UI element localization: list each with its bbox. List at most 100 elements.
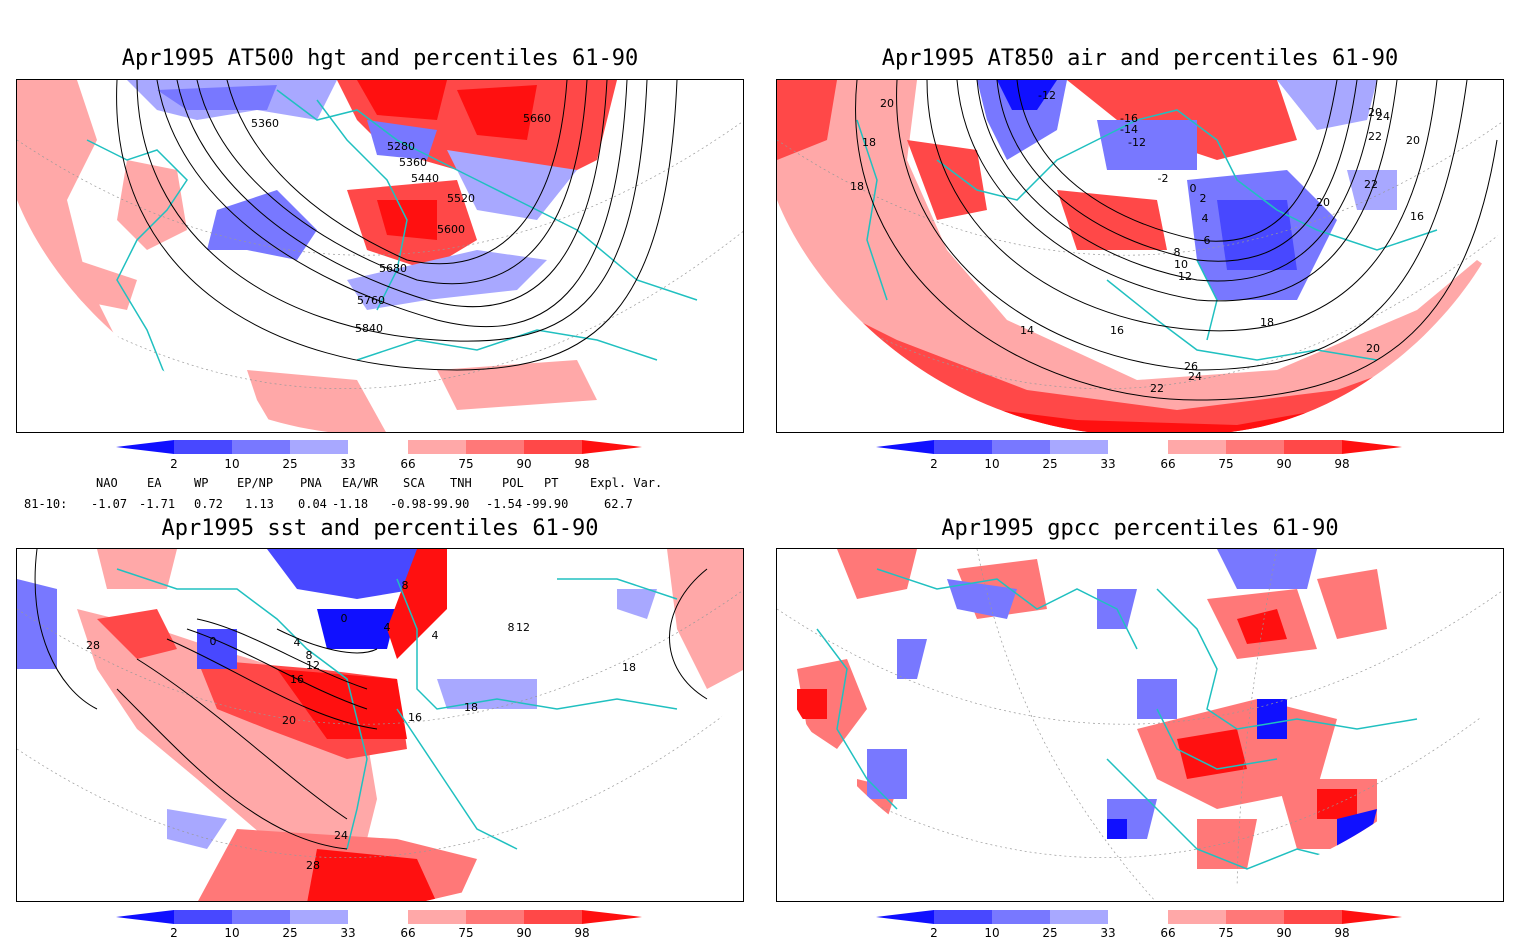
colorbar-tick: 98 xyxy=(1334,926,1349,940)
colorbar-tick: 25 xyxy=(282,926,297,940)
index-value: -1.71 xyxy=(139,497,176,511)
map-panel-hgt: 5360 5280 5360 5440 5520 5600 5680 5760 … xyxy=(16,79,744,433)
contour-label: 20 xyxy=(282,714,296,727)
contour-label: 4 xyxy=(294,636,301,649)
index-value: -99.90 xyxy=(426,497,470,511)
shade-red xyxy=(97,609,177,659)
contour-label: 12 xyxy=(1178,270,1192,283)
contour-label: 0 xyxy=(341,612,348,625)
colorbar-tick: 2 xyxy=(170,457,178,471)
colorbar-tick: 75 xyxy=(1218,926,1233,940)
index-value: 62.7 xyxy=(604,497,633,511)
contour-label: 5680 xyxy=(379,262,407,275)
map-air-svg: 20 18 18 -12 -16 -14 -12 -2 0 2 4 6 8 10… xyxy=(777,80,1503,432)
contour-label: 12 xyxy=(306,659,320,672)
index-header: POL xyxy=(502,476,524,490)
contour-label: 28 xyxy=(306,859,320,872)
shade-blue xyxy=(347,250,547,310)
index-value: -1.18 xyxy=(332,497,369,511)
contour-label: 5360 xyxy=(251,117,279,130)
contour-label: 18 xyxy=(862,136,876,149)
index-value: 0.04 xyxy=(298,497,327,511)
contour-label: 10 xyxy=(1174,258,1188,271)
contour-label: 8 xyxy=(306,649,313,662)
colorbar-tick: 25 xyxy=(282,457,297,471)
panel-title-sst: Apr1995 sst and percentiles 61-90 xyxy=(161,516,599,541)
colorbar-tick: 10 xyxy=(224,457,239,471)
colorbar-tick: 25 xyxy=(1042,457,1057,471)
contour-label: 8 xyxy=(1174,246,1181,259)
shade-blue xyxy=(207,190,317,260)
index-header: EA xyxy=(147,476,162,490)
contour-label: 20 xyxy=(880,97,894,110)
map-panel-sst: 28 0 0 4 4 8 12 16 20 24 28 4 8 12 16 18… xyxy=(16,548,744,902)
colorbar-tick: 33 xyxy=(340,926,355,940)
map-sst-svg: 28 0 0 4 4 8 12 16 20 24 28 4 8 12 16 18… xyxy=(17,549,743,901)
shade-blue xyxy=(1277,80,1377,130)
shade-red xyxy=(307,849,437,901)
contour-label: 20 xyxy=(1406,134,1420,147)
index-header: SCA xyxy=(403,476,425,490)
contour-label: 6 xyxy=(1204,234,1211,247)
contour-label: 18 xyxy=(622,661,636,674)
map-panel-gpcc xyxy=(776,548,1504,902)
contour-label: 22 xyxy=(1150,382,1164,395)
shade-blue xyxy=(617,589,657,619)
contour-label: 4 xyxy=(432,629,439,642)
shade-blue xyxy=(447,150,577,220)
colorbar-tick: 75 xyxy=(458,457,473,471)
contour-label: 20 xyxy=(1368,106,1382,119)
colorbar-tick: 90 xyxy=(1276,457,1291,471)
colorbar-tick: 98 xyxy=(1334,457,1349,471)
index-value: -1.54 xyxy=(486,497,523,511)
contour-label: 24 xyxy=(334,829,348,842)
colorbar-tick: 2 xyxy=(930,926,938,940)
colorbar-tick: 10 xyxy=(984,457,999,471)
map-gpcc-svg xyxy=(777,549,1503,901)
contour-label: 22 xyxy=(1368,130,1382,143)
contour-label: 24 xyxy=(1376,110,1390,123)
index-header: EP/NP xyxy=(237,476,274,490)
colorbar-tick: 90 xyxy=(516,457,531,471)
contour-label: 18 xyxy=(464,701,478,714)
contour-label: 28 xyxy=(86,639,100,652)
colorbar-tick: 2 xyxy=(930,457,938,471)
colorbar-tick: 10 xyxy=(224,926,239,940)
shade-red xyxy=(17,80,117,380)
colorbar: 2 10 25 33 66 75 90 98 xyxy=(876,440,1406,474)
colorbar-tick: 98 xyxy=(574,457,589,471)
index-header: PT xyxy=(544,476,559,490)
contour-label: 18 xyxy=(1260,316,1274,329)
contour-label: 18 xyxy=(850,180,864,193)
contour-label: 14 xyxy=(1020,324,1034,337)
shade-blue xyxy=(977,80,1067,160)
contour-label: 16 xyxy=(1410,210,1424,223)
colorbar: 2 10 25 33 66 75 90 98 xyxy=(116,910,646,944)
contour-label: 20 xyxy=(1366,342,1380,355)
shade-red xyxy=(777,80,837,160)
shade-blue xyxy=(437,679,537,709)
colorbar: 2 10 25 33 66 75 90 98 xyxy=(876,910,1406,944)
map-panel-air: 20 18 18 -12 -16 -14 -12 -2 0 2 4 6 8 10… xyxy=(776,79,1504,433)
shade-blue xyxy=(17,579,57,669)
colorbar-tick: 33 xyxy=(340,457,355,471)
colorbar-tick: 25 xyxy=(1042,926,1057,940)
panel-title-air: Apr1995 AT850 air and percentiles 61-90 xyxy=(881,46,1399,71)
shade-red xyxy=(77,609,377,859)
index-header: WP xyxy=(194,476,209,490)
shade-blue xyxy=(867,549,1317,839)
contour-label: -12 xyxy=(1038,89,1056,102)
colorbar-tick: 66 xyxy=(1160,926,1175,940)
shade-red xyxy=(77,260,137,310)
index-header: EA/WR xyxy=(342,476,379,490)
contour-label: 5840 xyxy=(355,322,383,335)
shade-blue xyxy=(317,609,397,649)
index-header: NAO xyxy=(96,476,118,490)
index-row-label: 81-10: xyxy=(24,497,68,511)
colorbar-tick: 75 xyxy=(458,926,473,940)
contour-label: 5660 xyxy=(523,112,551,125)
shade-red xyxy=(387,549,447,659)
shade-red xyxy=(667,549,743,689)
index-value: 1.13 xyxy=(245,497,274,511)
shade-red xyxy=(117,160,187,250)
